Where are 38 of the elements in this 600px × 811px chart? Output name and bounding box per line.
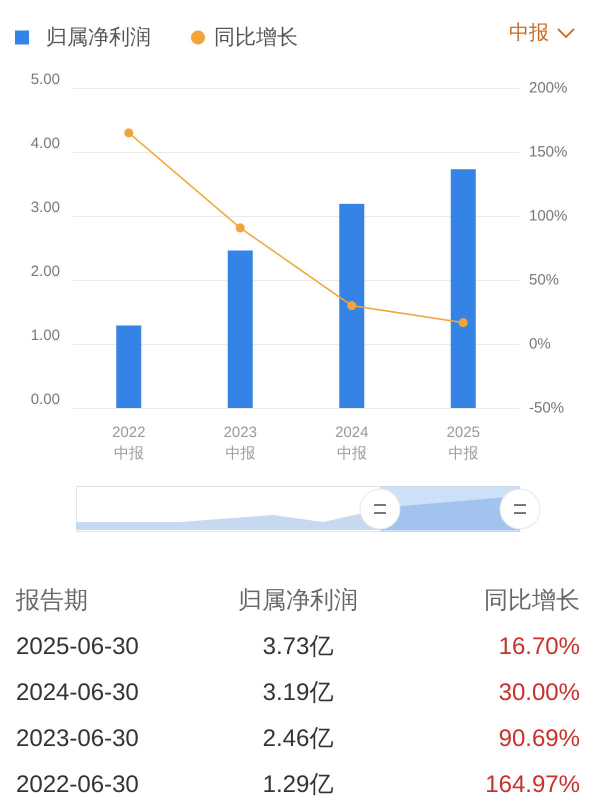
y-tick-label: 3.00 <box>30 199 60 216</box>
x-tick-label: 2022 中报 <box>112 424 146 462</box>
y-tick-label: 4.00 <box>30 135 60 152</box>
text: 1.29亿 <box>262 770 334 800</box>
y-tick-label: 1.00 <box>30 327 60 344</box>
text: 3.19亿 <box>262 678 334 708</box>
text: 90.69% <box>498 724 580 754</box>
point <box>458 318 468 328</box>
text: 2023-06-30 <box>16 724 139 754</box>
y-tick-label: 2.00 <box>30 263 60 280</box>
text: 报告期 <box>16 586 88 616</box>
text: 同比增长 <box>484 587 580 614</box>
legend-label: 同比增长 <box>214 26 298 49</box>
y2-tick-label: 0% <box>529 336 551 352</box>
y-tick-label: 5.00 <box>30 71 60 88</box>
y-tick-label: 0.00 <box>30 391 60 408</box>
text: 2.46亿 <box>262 724 334 754</box>
point <box>347 301 356 310</box>
x-tick-label: 2024 中报 <box>335 424 368 462</box>
y2-tick-label: 100% <box>529 208 568 224</box>
point <box>124 128 134 138</box>
y2-tick-label: 200% <box>529 80 568 96</box>
text: 2024-06-30 <box>16 678 139 708</box>
text: 中报 <box>509 21 549 46</box>
text: 3.73亿 <box>262 632 334 662</box>
text: 2025-06-30 <box>16 632 139 662</box>
text: 2022-06-30 <box>16 770 139 800</box>
x-tick-label: 2025 中报 <box>446 424 480 462</box>
text: 16.70% <box>498 632 580 662</box>
x-tick-label: 2023 中报 <box>224 424 257 462</box>
legend-label: 归属净利润 <box>46 26 151 49</box>
text: 30.00% <box>498 678 580 708</box>
y2-tick-label: 150% <box>529 144 568 160</box>
y2-tick-label: -50% <box>529 400 564 416</box>
text: 归属净利润 <box>238 587 358 614</box>
point <box>236 223 245 232</box>
y2-tick-label: 50% <box>529 272 560 288</box>
text: 164.97% <box>485 770 580 800</box>
